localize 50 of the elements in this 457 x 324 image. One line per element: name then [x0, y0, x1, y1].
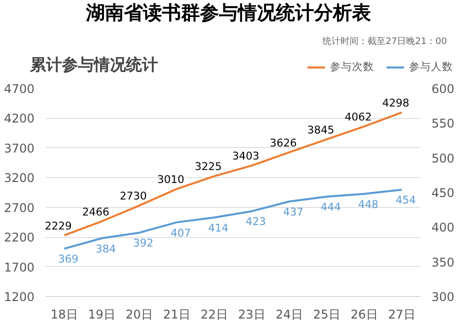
legend-label: 参与人数 — [409, 60, 453, 74]
data-label: 384 — [96, 242, 116, 256]
y2-tick-label: 500 — [432, 151, 454, 166]
chart-subtitle: 累计参与情况统计 — [29, 54, 158, 76]
y-tick-label: 4200 — [4, 112, 35, 126]
legend-label: 参与次数 — [330, 60, 374, 74]
y-tick-label: 4700 — [4, 82, 35, 96]
y2-tick-label: 350 — [432, 255, 454, 270]
x-tick-label: 21日 — [163, 308, 190, 322]
y2-tick-label: 450 — [432, 186, 454, 200]
y-tick-label: 2700 — [4, 200, 35, 215]
data-label: 392 — [133, 236, 154, 250]
data-label: 3225 — [194, 160, 222, 174]
y-tick-label: 1200 — [4, 290, 35, 304]
data-label: 407 — [170, 226, 191, 240]
y2-tick-label: 300 — [432, 290, 454, 304]
data-label: 454 — [396, 194, 416, 207]
y-tick-label: 3200 — [4, 171, 35, 186]
y-tick-label: 1700 — [4, 260, 35, 274]
x-tick-label: 18日 — [50, 308, 78, 322]
data-label: 437 — [283, 206, 304, 219]
chart-title: 湖南省读书群参与情况统计分析表 — [84, 1, 372, 26]
data-label: 3010 — [157, 172, 185, 186]
x-tick-label: 19日 — [88, 308, 116, 322]
y-tick-label: 3700 — [4, 141, 35, 156]
y-tick-label: 2200 — [4, 230, 35, 245]
data-label: 4062 — [344, 110, 372, 124]
data-label: 369 — [58, 252, 79, 266]
data-label: 444 — [320, 200, 342, 214]
x-tick-label: 24日 — [276, 308, 303, 322]
x-tick-label: 23日 — [238, 308, 266, 322]
data-label: 3626 — [270, 136, 298, 150]
data-label: 414 — [208, 221, 229, 234]
data-label: 2466 — [82, 205, 110, 218]
data-label: 423 — [246, 215, 266, 228]
y2-tick-label: 400 — [432, 220, 454, 235]
x-tick-label: 20日 — [126, 308, 153, 322]
y2-tick-label: 600 — [432, 82, 454, 96]
x-tick-label: 25日 — [313, 308, 340, 322]
data-label: 3845 — [307, 123, 334, 136]
data-label: 2730 — [120, 190, 148, 203]
text: 统计时间：截至27日晚21：00 — [322, 36, 447, 49]
data-label: 4298 — [382, 96, 410, 110]
y2-tick-label: 550 — [432, 116, 454, 131]
x-tick-label: 22日 — [200, 308, 228, 322]
x-tick-label: 27日 — [388, 308, 416, 322]
data-label: 3403 — [232, 150, 260, 163]
data-label: 2229 — [44, 219, 72, 232]
x-tick-label: 26日 — [350, 308, 378, 322]
data-label: 448 — [358, 198, 379, 211]
